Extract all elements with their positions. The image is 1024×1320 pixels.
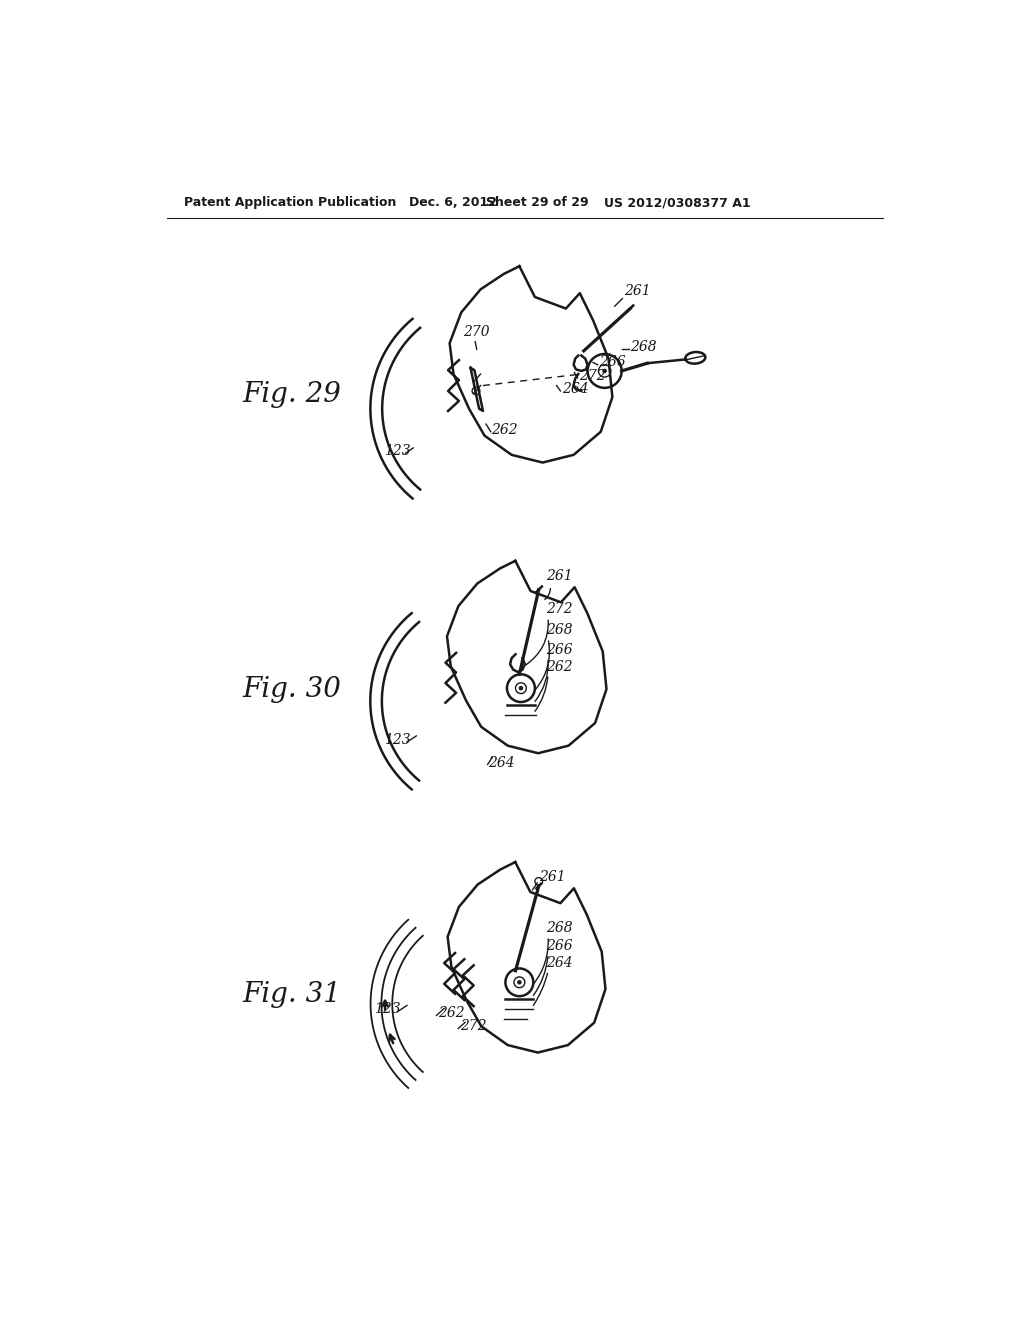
Text: 123: 123 [384, 733, 411, 747]
Text: Patent Application Publication: Patent Application Publication [183, 197, 396, 209]
Text: 272: 272 [547, 602, 573, 615]
Text: 262: 262 [438, 1006, 465, 1020]
Text: 261: 261 [539, 870, 565, 883]
Text: 264: 264 [562, 383, 589, 396]
Text: 264: 264 [547, 956, 573, 970]
Text: 261: 261 [547, 569, 573, 583]
Text: Fig. 30: Fig. 30 [243, 676, 342, 704]
Text: 123: 123 [375, 1002, 401, 1016]
Text: US 2012/0308377 A1: US 2012/0308377 A1 [604, 197, 751, 209]
Text: 272: 272 [460, 1019, 486, 1034]
Text: 268: 268 [630, 341, 656, 354]
Text: 266: 266 [547, 643, 573, 656]
Text: 261: 261 [624, 285, 650, 298]
Circle shape [603, 370, 606, 372]
Text: 266: 266 [547, 939, 573, 953]
Text: Sheet 29 of 29: Sheet 29 of 29 [486, 197, 589, 209]
Text: 264: 264 [487, 755, 514, 770]
Text: 268: 268 [547, 623, 573, 638]
Circle shape [519, 686, 522, 689]
Text: 262: 262 [490, 422, 517, 437]
Text: 270: 270 [463, 325, 489, 338]
Text: 266: 266 [599, 355, 626, 370]
Text: Fig. 31: Fig. 31 [243, 981, 342, 1007]
Text: 272: 272 [579, 370, 605, 383]
Text: Dec. 6, 2012: Dec. 6, 2012 [409, 197, 497, 209]
Text: 262: 262 [547, 660, 573, 675]
Text: Fig. 29: Fig. 29 [243, 380, 342, 408]
Text: 123: 123 [384, 444, 411, 458]
Text: 268: 268 [547, 921, 573, 936]
Circle shape [518, 981, 521, 983]
